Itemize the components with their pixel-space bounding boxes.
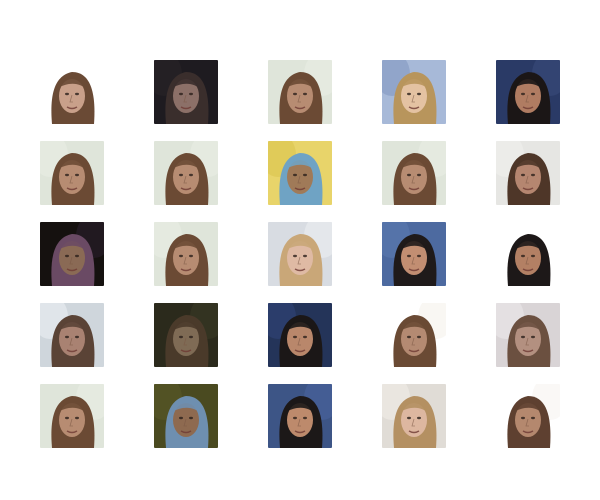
- face-image: [496, 60, 560, 124]
- face-image: [382, 303, 446, 367]
- face-image-tile: [268, 141, 332, 205]
- face-image-tile: [496, 222, 560, 286]
- face-image-tile: [496, 384, 560, 448]
- face-image-tile: [268, 384, 332, 448]
- face-image-tile: [40, 141, 104, 205]
- face-image: [268, 141, 332, 205]
- face-image-tile: [268, 303, 332, 367]
- face-image: [154, 222, 218, 286]
- face-image-tile: [40, 384, 104, 448]
- face-image-tile: [268, 222, 332, 286]
- face-image-tile: [40, 60, 104, 124]
- face-image: [154, 384, 218, 448]
- face-image: [382, 141, 446, 205]
- face-image: [40, 303, 104, 367]
- face-image-tile: [382, 222, 446, 286]
- face-image-tile: [154, 384, 218, 448]
- face-image: [40, 222, 104, 286]
- face-image: [268, 384, 332, 448]
- face-image: [382, 222, 446, 286]
- face-image-tile: [40, 222, 104, 286]
- face-image: [40, 141, 104, 205]
- face-image: [268, 303, 332, 367]
- face-image-tile: [154, 60, 218, 124]
- face-image: [154, 303, 218, 367]
- face-image-tile: [382, 60, 446, 124]
- face-image: [268, 60, 332, 124]
- face-image: [40, 384, 104, 448]
- face-image-tile: [40, 303, 104, 367]
- face-image-tile: [382, 303, 446, 367]
- face-image-tile: [496, 60, 560, 124]
- face-image: [40, 60, 104, 124]
- face-image: [496, 303, 560, 367]
- face-image: [496, 141, 560, 205]
- face-image: [496, 222, 560, 286]
- face-image-tile: [382, 141, 446, 205]
- face-image-tile: [496, 303, 560, 367]
- face-image: [154, 141, 218, 205]
- face-image-tile: [268, 60, 332, 124]
- face-image: [496, 384, 560, 448]
- face-image: [382, 384, 446, 448]
- image-grid: [40, 60, 560, 448]
- face-image-tile: [154, 141, 218, 205]
- face-image-tile: [154, 222, 218, 286]
- face-image: [382, 60, 446, 124]
- face-image-tile: [154, 303, 218, 367]
- face-image-tile: [382, 384, 446, 448]
- face-image-tile: [496, 141, 560, 205]
- face-image: [154, 60, 218, 124]
- face-image: [268, 222, 332, 286]
